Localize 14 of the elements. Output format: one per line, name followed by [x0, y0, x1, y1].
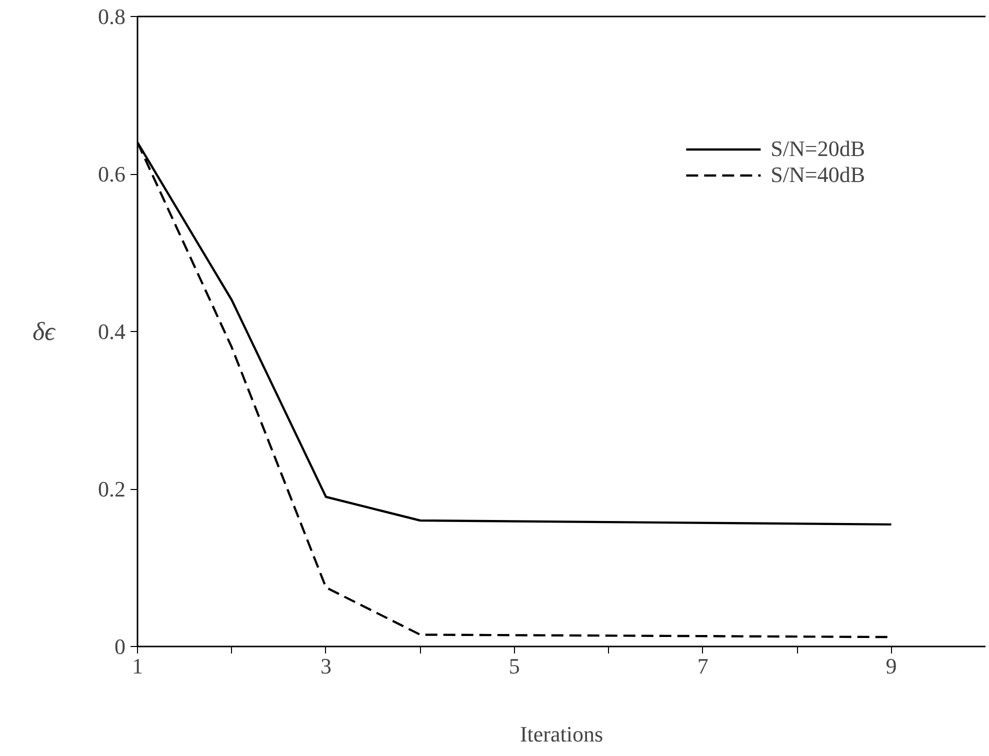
y-axis-title: δϵ	[32, 317, 57, 346]
x-axis-title: Iterations	[520, 722, 604, 746]
x-tick-label: 7	[697, 654, 708, 678]
x-tick-label: 3	[320, 654, 332, 678]
legend-label: S/N=20dB	[770, 136, 865, 162]
y-tick-label: 0.8	[98, 4, 126, 29]
x-tick-label: 9	[886, 654, 897, 678]
y-tick-label: 0.4	[98, 319, 126, 344]
x-tick-label: 1	[132, 654, 143, 678]
legend-label: S/N=40dB	[770, 162, 865, 188]
y-tick-label: 0.2	[98, 476, 126, 502]
y-tick-label: 0	[114, 634, 126, 659]
y-tick-label: 0.6	[98, 162, 126, 186]
x-tick-label: 5	[508, 654, 520, 678]
